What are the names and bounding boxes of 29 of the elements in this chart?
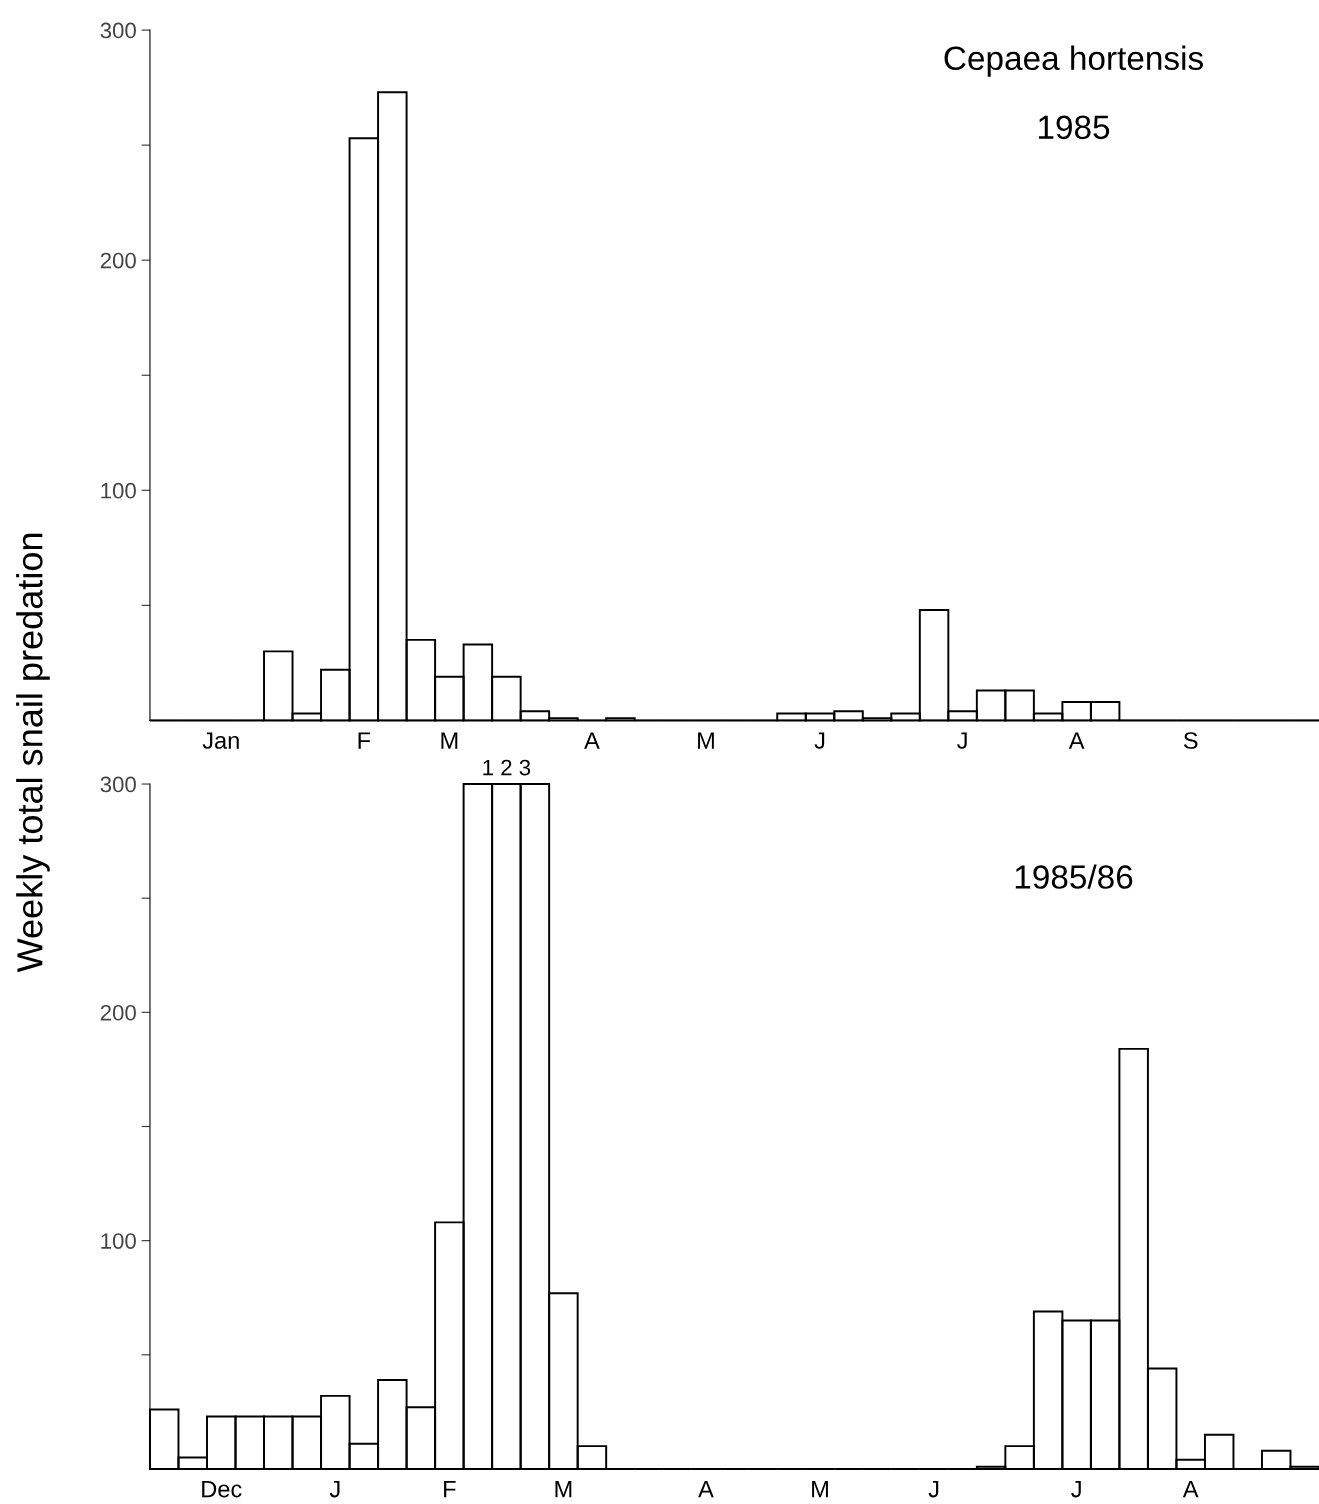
y-tick-label: 200 bbox=[100, 1004, 136, 1021]
x-tick-label: J bbox=[329, 1480, 340, 1498]
x-tick-label: A bbox=[698, 1480, 714, 1498]
x-tick-label: Dec bbox=[202, 1480, 242, 1498]
x-tick-label: F bbox=[358, 732, 371, 749]
text: 1985/86 bbox=[1015, 864, 1133, 889]
x-tick-label: M bbox=[555, 1480, 572, 1498]
x-tick-label: M bbox=[812, 1480, 828, 1498]
x-tick-label: M bbox=[698, 732, 714, 749]
x-tick-label: J bbox=[928, 1480, 939, 1498]
x-tick-label: A bbox=[1068, 732, 1085, 749]
text: 1985 bbox=[1038, 115, 1110, 140]
x-tick-label: A bbox=[1182, 1480, 1199, 1498]
y-tick-label: 300 bbox=[100, 776, 136, 793]
text: 1 2 3 bbox=[483, 759, 531, 776]
y-tick-label: 300 bbox=[100, 22, 136, 39]
y-tick-label: 100 bbox=[101, 482, 136, 499]
x-tick-label: J bbox=[1071, 1480, 1081, 1498]
x-tick-label: J bbox=[814, 732, 825, 749]
y-tick-label: 100 bbox=[101, 1233, 136, 1249]
y-axis-title: Weekly total snail predation bbox=[16, 533, 50, 973]
x-tick-label: J bbox=[957, 732, 967, 749]
x-tick-label: Jan bbox=[202, 732, 239, 749]
chart-title: Cepaea hortensis bbox=[944, 45, 1203, 77]
x-tick-label: M bbox=[441, 732, 458, 749]
y-tick-label: 200 bbox=[100, 252, 136, 269]
x-tick-label: F bbox=[444, 1480, 456, 1498]
x-tick-label: A bbox=[584, 732, 600, 749]
x-tick-label: S bbox=[1183, 732, 1198, 749]
